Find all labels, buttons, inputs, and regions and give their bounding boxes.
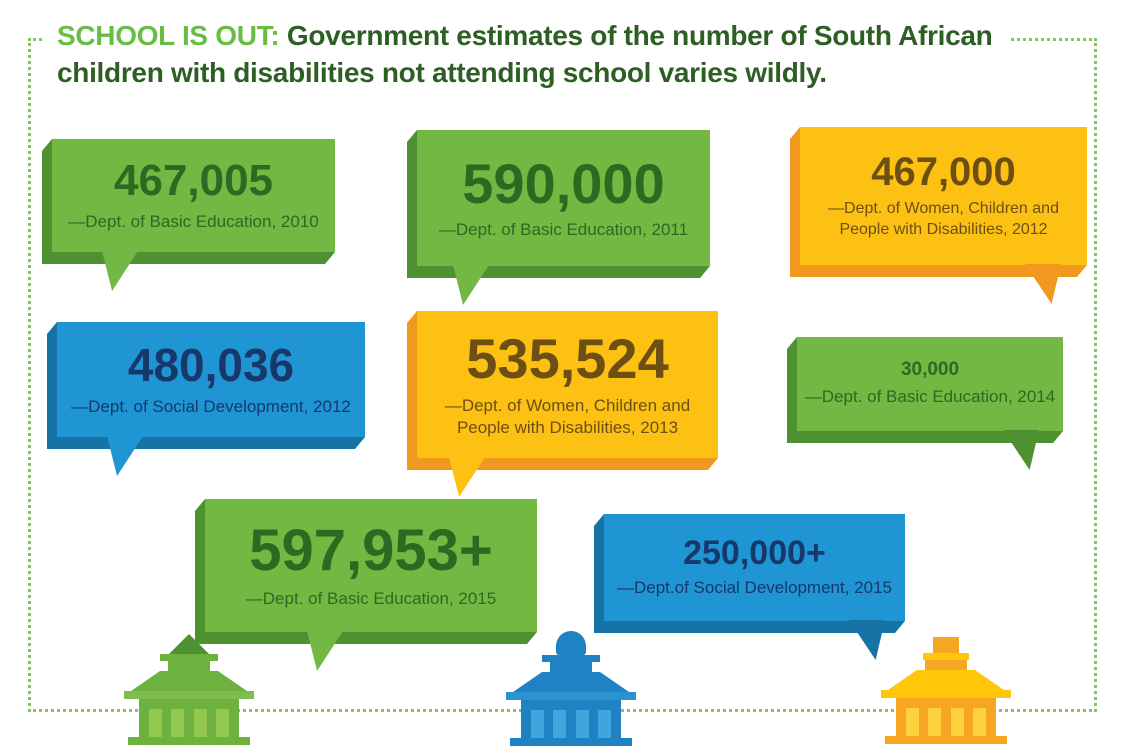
estimate-value: 597,953+ — [249, 518, 493, 583]
bubble-face: 480,036 —Dept. of Social Development, 20… — [57, 322, 365, 437]
building-roof — [513, 672, 629, 692]
school-building-blue-icon — [505, 631, 637, 746]
bubble-face: 467,005 —Dept. of Basic Education, 2010 — [52, 139, 335, 252]
bubble-face: 30,000 —Dept. of Basic Education, 2014 — [797, 337, 1063, 431]
estimate-source: —Dept. of Basic Education, 2010 — [68, 211, 319, 231]
estimate-value: 590,000 — [462, 151, 665, 215]
estimate-value: 535,524 — [466, 327, 669, 390]
building-body — [896, 698, 996, 736]
title-line-2: children with disabilities not attending… — [57, 56, 827, 88]
estimate-source: —Dept. of Women, Children and People wit… — [828, 200, 1059, 238]
bubble-face: 250,000+ —Dept.of Social Development, 20… — [604, 514, 905, 621]
estimate-value: 467,000 — [871, 150, 1016, 195]
estimate-source: —Dept. of Social Development, 2012 — [71, 396, 351, 416]
page-title: SCHOOL IS OUT: Government estimates of t… — [45, 10, 1009, 98]
estimate-bubble-basic-education-2010: 467,005 —Dept. of Basic Education, 2010 — [52, 139, 335, 291]
estimate-source: —Dept. of Basic Education, 2014 — [804, 386, 1056, 406]
estimate-source: —Dept. of Women, Children and People wit… — [444, 395, 691, 437]
building-lintel — [160, 654, 218, 661]
title-line-1: SCHOOL IS OUT: Government estimates of t… — [57, 18, 993, 55]
building-tower — [168, 661, 210, 671]
estimate-bubble-basic-education-2014: 30,000 —Dept. of Basic Education, 2014 — [797, 337, 1063, 470]
estimate-value: 250,000+ — [683, 533, 826, 572]
building-body — [139, 699, 239, 737]
estimate-source: —Dept.of Social Development, 2015 — [617, 578, 892, 598]
estimate-source: —Dept. of Basic Education, 2011 — [438, 220, 689, 240]
estimate-bubble-basic-education-2011: 590,000 —Dept. of Basic Education, 2011 — [417, 130, 710, 305]
bubble-face: 535,524 —Dept. of Women, Children and Pe… — [417, 311, 718, 458]
school-building-green-icon — [123, 634, 255, 745]
estimate-bubble-social-development-2015: 250,000+ —Dept.of Social Development, 20… — [604, 514, 905, 660]
building-base — [128, 737, 250, 745]
building-roof — [131, 671, 247, 691]
estimate-bubble-social-development-2012: 480,036 —Dept. of Social Development, 20… — [57, 322, 365, 476]
building-tower — [550, 662, 592, 672]
title-line-1-rest: Government estimates of the number of So… — [279, 20, 993, 51]
building-dome — [556, 631, 586, 655]
building-base — [510, 738, 632, 746]
estimate-value: 30,000 — [900, 358, 960, 380]
building-band — [923, 653, 969, 660]
building-lintel — [542, 655, 600, 662]
bubble-face: 597,953+ —Dept. of Basic Education, 2015 — [205, 499, 537, 632]
building-eave — [506, 692, 636, 700]
building-tower — [925, 660, 967, 670]
building-roof — [888, 670, 1004, 690]
estimate-bubble-women-children-2013: 535,524 —Dept. of Women, Children and Pe… — [417, 311, 718, 497]
estimate-value: 467,005 — [113, 156, 274, 206]
building-body — [521, 700, 621, 738]
estimate-bubble-basic-education-2015: 597,953+ —Dept. of Basic Education, 2015 — [205, 499, 537, 671]
bubble-face: 590,000 —Dept. of Basic Education, 2011 — [417, 130, 710, 266]
bubble-face: 467,000 —Dept. of Women, Children and Pe… — [800, 127, 1087, 265]
building-cap — [933, 637, 959, 653]
building-spire — [169, 634, 209, 654]
title-highlight: SCHOOL IS OUT: — [57, 20, 280, 51]
estimate-source: —Dept. of Basic Education, 2015 — [245, 588, 497, 608]
building-eave — [881, 690, 1011, 698]
school-building-yellow-icon — [880, 637, 1012, 744]
estimate-bubble-women-children-2012: 467,000 —Dept. of Women, Children and Pe… — [800, 127, 1087, 304]
building-eave — [124, 691, 254, 699]
building-base — [885, 736, 1007, 744]
estimate-value: 480,036 — [127, 339, 295, 392]
